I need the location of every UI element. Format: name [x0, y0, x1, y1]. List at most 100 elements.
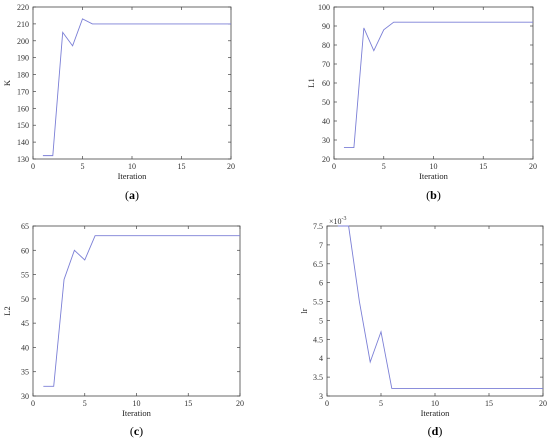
- data-point: [146, 235, 147, 236]
- y-tick-label: 40: [322, 117, 330, 126]
- y-tick-label: 210: [17, 20, 29, 29]
- data-point: [348, 225, 349, 226]
- data-point: [424, 388, 425, 389]
- data-point: [122, 23, 123, 24]
- data-point: [136, 235, 137, 236]
- data-point: [521, 388, 522, 389]
- y-tick-label: 45: [21, 319, 29, 328]
- data-point: [383, 29, 384, 30]
- x-tick-label: 15: [479, 162, 487, 171]
- y-axis-label: L2: [2, 306, 12, 315]
- x-tick-label: 20: [236, 399, 244, 408]
- x-tick-label: 10: [133, 399, 141, 408]
- y-tick-label: 6.5: [313, 260, 323, 269]
- data-point: [423, 22, 424, 23]
- data-point: [522, 22, 523, 23]
- y-tick-label: 3: [319, 392, 323, 401]
- y-tick-label: 7.5: [313, 222, 323, 231]
- data-point: [493, 22, 494, 23]
- y-tick-label: 140: [17, 138, 29, 147]
- x-tick-label: 10: [430, 162, 438, 171]
- data-point: [102, 23, 103, 24]
- data-point: [177, 235, 178, 236]
- data-point: [74, 250, 75, 251]
- data-point: [359, 301, 360, 302]
- data-point: [151, 23, 152, 24]
- series-line: [43, 235, 240, 387]
- y-tick-label: 4: [319, 354, 323, 363]
- y-tick-label: 130: [17, 155, 29, 164]
- data-point: [42, 155, 43, 156]
- y-tick-label: 150: [17, 121, 29, 130]
- x-tick-label: 0: [31, 162, 35, 171]
- y-tick-label: 60: [322, 79, 330, 88]
- y-tick-label: 55: [21, 271, 29, 280]
- panel-label: (b): [426, 188, 441, 202]
- y-axis-exponent: ×10-3: [329, 216, 347, 226]
- data-point: [453, 22, 454, 23]
- plot-frame: [32, 225, 241, 397]
- y-tick-label: 80: [322, 41, 330, 50]
- data-point: [229, 235, 230, 236]
- y-tick-label: 50: [322, 98, 330, 107]
- data-point: [433, 22, 434, 23]
- data-point: [337, 225, 338, 226]
- data-point: [115, 235, 116, 236]
- x-tick-label: 0: [325, 399, 329, 408]
- y-tick-label: 65: [21, 222, 29, 231]
- data-point: [181, 23, 182, 24]
- data-point: [363, 27, 364, 28]
- y-tick-label: 90: [322, 22, 330, 31]
- x-tick-label: 15: [184, 399, 192, 408]
- data-point: [95, 235, 96, 236]
- x-tick-label: 5: [382, 162, 386, 171]
- x-axis-label: Iteration: [118, 171, 148, 181]
- x-tick-label: 10: [431, 399, 439, 408]
- data-point: [532, 22, 533, 23]
- y-tick-label: 190: [17, 54, 29, 63]
- data-point: [62, 32, 63, 33]
- data-point: [219, 235, 220, 236]
- panel-label: (d): [428, 424, 443, 438]
- data-point: [167, 235, 168, 236]
- series-line: [42, 18, 231, 157]
- data-point: [373, 50, 374, 51]
- data-point: [456, 388, 457, 389]
- x-tick-label: 15: [178, 162, 186, 171]
- data-point: [82, 18, 83, 19]
- y-tick-label: 40: [21, 343, 29, 352]
- data-point: [126, 235, 127, 236]
- data-point: [483, 22, 484, 23]
- y-tick-label: 5: [319, 316, 323, 325]
- y-tick-label: 20: [322, 155, 330, 164]
- x-tick-label: 20: [539, 399, 547, 408]
- y-tick-label: 30: [322, 136, 330, 145]
- data-point: [343, 147, 344, 148]
- y-tick-label: 170: [17, 87, 29, 96]
- data-point: [434, 388, 435, 389]
- data-point: [188, 235, 189, 236]
- y-tick-label: 6: [319, 279, 323, 288]
- data-point: [510, 388, 511, 389]
- data-point: [478, 388, 479, 389]
- data-point: [532, 388, 533, 389]
- chart-panel-a: 0 5 10 15 20 130 140 150 160 170 180 190 200 210 220 It…: [2, 3, 235, 202]
- chart-panel-b: 0 5 10 15 20 20 30 40 50 60 70 80 90 100 Iteration L1 (b…: [306, 3, 537, 202]
- data-point: [105, 235, 106, 236]
- data-point: [393, 22, 394, 23]
- x-tick-label: 20: [227, 162, 235, 171]
- y-tick-label: 30: [21, 392, 29, 401]
- data-point: [141, 23, 142, 24]
- data-point: [198, 235, 199, 236]
- x-tick-label: 5: [81, 162, 85, 171]
- y-axis-label: L1: [306, 78, 316, 87]
- x-tick-label: 5: [83, 399, 87, 408]
- plot-frame: [326, 225, 544, 397]
- data-point: [413, 22, 414, 23]
- data-point: [473, 22, 474, 23]
- y-tick-label: 4.5: [313, 335, 323, 344]
- x-tick-label: 10: [128, 162, 136, 171]
- data-point: [353, 147, 354, 148]
- y-tick-label: 50: [21, 295, 29, 304]
